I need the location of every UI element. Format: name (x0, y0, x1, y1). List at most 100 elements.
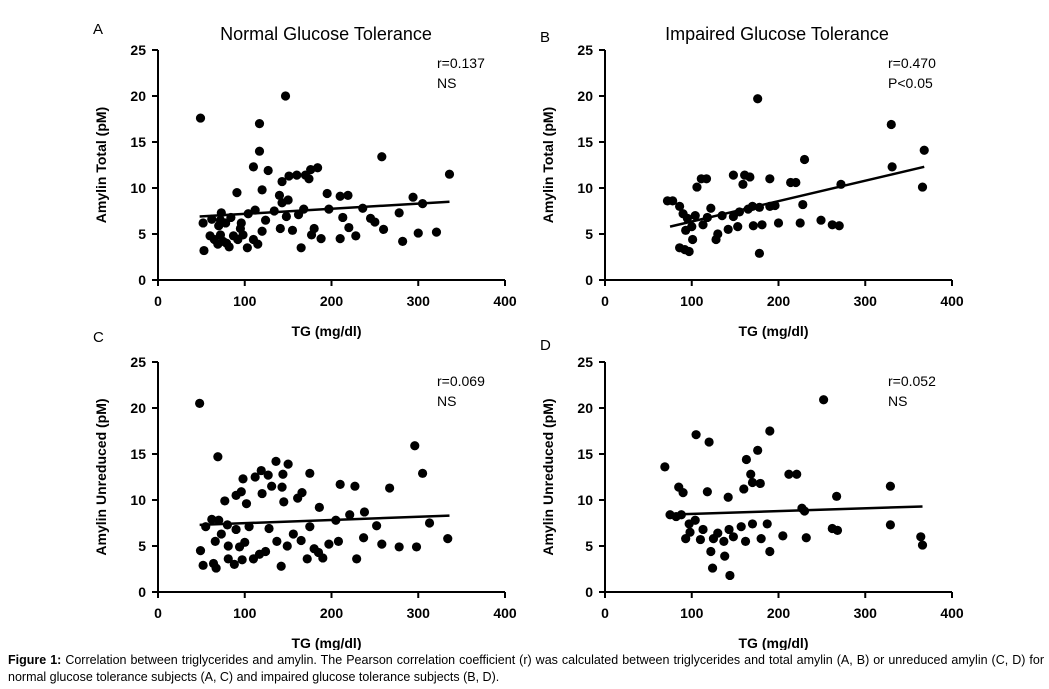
x-tick-label: 100 (680, 293, 704, 309)
data-point (322, 188, 332, 199)
data-point (296, 535, 306, 546)
data-point (318, 553, 328, 563)
data-point (917, 540, 928, 550)
y-tick-label: 20 (577, 400, 593, 416)
data-point (417, 199, 428, 209)
data-point (260, 215, 271, 225)
x-tick-label: 300 (854, 605, 878, 621)
data-point (728, 170, 738, 180)
data-point (271, 456, 281, 466)
data-point (834, 221, 844, 231)
panel-d: D 0 100 200 300 400 0 5 10 15 20 25 TG (mg/dl) Amylin… (540, 337, 964, 650)
data-point (324, 539, 334, 549)
y-tick-label: 25 (130, 42, 146, 58)
data-point (241, 499, 252, 509)
data-point (272, 536, 282, 547)
data-point (685, 527, 695, 537)
data-point (723, 492, 733, 502)
data-point (706, 203, 716, 213)
data-point (792, 469, 802, 479)
data-point (278, 469, 288, 479)
data-point (292, 170, 302, 180)
data-point (224, 242, 234, 252)
data-point (343, 190, 353, 200)
data-point (413, 228, 423, 238)
data-point (207, 514, 217, 524)
data-point (394, 208, 404, 218)
x-axis-label: TG (mg/dl) (739, 323, 809, 339)
data-point (745, 172, 755, 182)
data-point (257, 226, 267, 236)
panel-letter: C (93, 329, 104, 346)
panel-letter: D (540, 337, 551, 354)
data-point (238, 230, 248, 240)
data-point (288, 529, 298, 539)
data-point (739, 484, 749, 494)
data-point (335, 234, 345, 244)
data-point (248, 162, 259, 172)
data-point (702, 212, 712, 223)
x-tick-label: 0 (601, 293, 609, 309)
data-point (269, 206, 279, 216)
data-point (263, 470, 273, 480)
data-point (214, 515, 224, 525)
data-point (236, 487, 246, 497)
y-tick-label: 25 (577, 354, 593, 370)
data-point (756, 534, 766, 544)
data-point (832, 491, 842, 501)
data-point (250, 205, 260, 215)
data-point (305, 468, 315, 478)
y-tick-label: 25 (577, 42, 593, 58)
data-point (237, 555, 247, 565)
y-tick-label: 10 (577, 180, 593, 196)
data-point (707, 563, 718, 573)
data-point (244, 522, 254, 532)
data-point (198, 218, 208, 228)
data-point (720, 551, 730, 561)
data-point (728, 532, 738, 542)
panel-title: Normal Glucose Tolerance (220, 24, 432, 44)
data-point (287, 225, 298, 235)
data-point (431, 227, 442, 237)
data-point (698, 524, 708, 535)
data-point (216, 529, 226, 539)
data-point (280, 91, 291, 101)
y-tick-label: 10 (130, 180, 146, 196)
data-point (885, 520, 896, 530)
y-axis-label: Amylin Total (pM) (93, 107, 109, 223)
data-point (232, 188, 242, 198)
data-point (747, 519, 758, 529)
data-point (443, 534, 453, 544)
data-point (306, 165, 316, 175)
data-point (195, 113, 206, 123)
data-point (885, 481, 896, 491)
data-point (210, 536, 220, 547)
data-point (748, 221, 758, 231)
stat-annotation: NS (888, 393, 907, 409)
data-point (398, 236, 408, 246)
data-point (221, 218, 231, 228)
data-point (675, 201, 685, 211)
data-point (229, 559, 239, 570)
data-point (284, 171, 294, 181)
x-tick-label: 100 (233, 293, 257, 309)
data-point (676, 510, 686, 520)
x-tick-label: 0 (154, 605, 162, 621)
data-point (257, 185, 267, 195)
data-point (313, 163, 323, 173)
x-tick-label: 200 (320, 293, 344, 309)
data-point (724, 524, 734, 535)
y-tick-label: 0 (585, 272, 593, 288)
stat-annotation: NS (437, 393, 456, 409)
data-point (283, 459, 293, 469)
x-tick-label: 100 (680, 605, 704, 621)
data-point (746, 469, 756, 479)
data-point (765, 174, 775, 184)
y-tick-label: 0 (138, 584, 146, 600)
y-axis-label: Amylin Unreduced (pM) (93, 398, 109, 555)
data-point (248, 554, 259, 564)
data-point (747, 477, 758, 488)
data-point (394, 542, 404, 552)
data-point (377, 539, 387, 549)
